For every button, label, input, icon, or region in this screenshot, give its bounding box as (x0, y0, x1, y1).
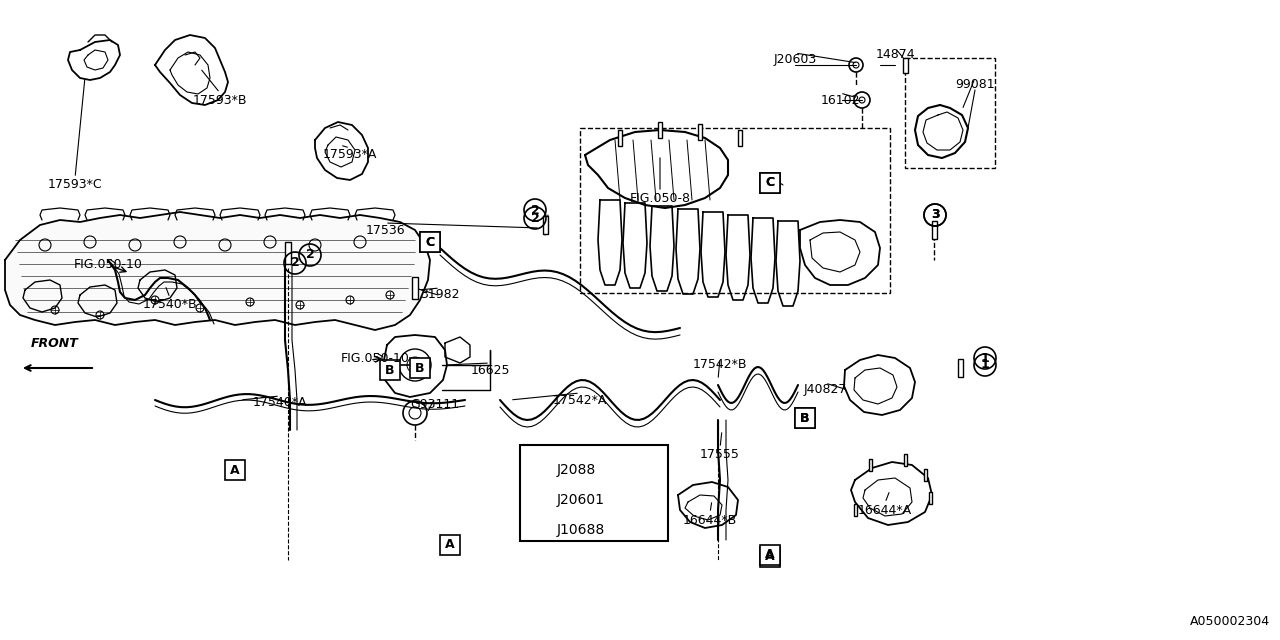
Polygon shape (5, 212, 430, 330)
Text: 99081: 99081 (955, 79, 995, 92)
Text: FIG.050-8: FIG.050-8 (630, 191, 690, 205)
Bar (543, 216, 548, 234)
Text: A: A (765, 550, 774, 563)
Text: FIG.050-10: FIG.050-10 (73, 259, 142, 271)
Bar (285, 242, 291, 264)
Text: 1: 1 (535, 463, 544, 477)
Text: 3: 3 (931, 209, 940, 221)
Bar (225, 460, 244, 480)
Text: J40827: J40827 (804, 383, 846, 397)
Bar (580, 128, 890, 293)
Text: C: C (765, 177, 774, 189)
Bar (869, 459, 872, 471)
Text: 2: 2 (291, 257, 300, 269)
Text: 17593*C: 17593*C (47, 179, 102, 191)
Text: 3: 3 (536, 524, 544, 536)
Text: 17540*A: 17540*A (252, 397, 307, 410)
Text: B: B (800, 412, 810, 424)
Bar (928, 492, 932, 504)
Bar (905, 58, 995, 168)
Text: 16102: 16102 (820, 93, 860, 106)
Bar (760, 173, 780, 193)
Text: 17555: 17555 (700, 449, 740, 461)
Text: B: B (415, 362, 425, 374)
Text: 2: 2 (535, 493, 544, 506)
Text: J20601: J20601 (557, 493, 605, 507)
Text: J2088: J2088 (557, 463, 596, 477)
Text: 2: 2 (531, 211, 539, 225)
Bar (618, 130, 622, 146)
Bar (698, 124, 701, 140)
Text: 17540*B: 17540*B (142, 298, 197, 312)
Text: 17542*B: 17542*B (692, 358, 748, 371)
Bar (410, 358, 430, 378)
Bar (923, 469, 927, 481)
Bar (795, 408, 815, 428)
Text: C: C (425, 236, 435, 248)
Text: 16644*B: 16644*B (682, 513, 737, 527)
Text: J10688: J10688 (557, 523, 605, 537)
Text: 3: 3 (931, 209, 940, 221)
Text: A: A (230, 463, 239, 477)
Bar (739, 130, 742, 146)
Text: 17593*A: 17593*A (323, 148, 378, 161)
Bar (440, 535, 460, 555)
Text: C: C (765, 177, 774, 189)
Text: 2: 2 (531, 204, 539, 216)
Text: FRONT: FRONT (31, 337, 79, 350)
Text: FIG.050-10: FIG.050-10 (340, 351, 410, 365)
Bar (795, 408, 815, 428)
Bar (854, 504, 856, 516)
Text: 17542*A: 17542*A (553, 394, 607, 406)
Text: 17593*B: 17593*B (193, 93, 247, 106)
Text: 17536: 17536 (365, 223, 404, 237)
Text: A050002304: A050002304 (1190, 615, 1270, 628)
Text: 16644*A: 16644*A (858, 504, 913, 516)
Text: J20603: J20603 (773, 54, 817, 67)
Bar (420, 232, 440, 252)
Bar (904, 454, 906, 466)
Bar (412, 277, 419, 299)
Bar (760, 547, 780, 567)
Text: A: A (445, 538, 454, 552)
Text: C: C (425, 236, 435, 248)
Text: 16625: 16625 (470, 364, 509, 376)
Bar (902, 58, 908, 72)
Text: 1: 1 (980, 358, 989, 371)
Text: B: B (800, 412, 810, 424)
Text: G93111: G93111 (411, 399, 460, 412)
Text: 14874: 14874 (876, 49, 915, 61)
Bar (760, 173, 780, 193)
Bar (380, 360, 399, 380)
Text: 1: 1 (980, 351, 989, 365)
Bar (520, 445, 668, 541)
Bar (760, 545, 780, 565)
Text: A: A (765, 548, 774, 561)
Bar (957, 359, 963, 377)
Text: 31982: 31982 (420, 289, 460, 301)
Bar (420, 232, 440, 252)
Bar (932, 221, 937, 239)
Bar (658, 122, 662, 138)
Text: B: B (385, 364, 394, 376)
Text: 2: 2 (306, 248, 315, 262)
